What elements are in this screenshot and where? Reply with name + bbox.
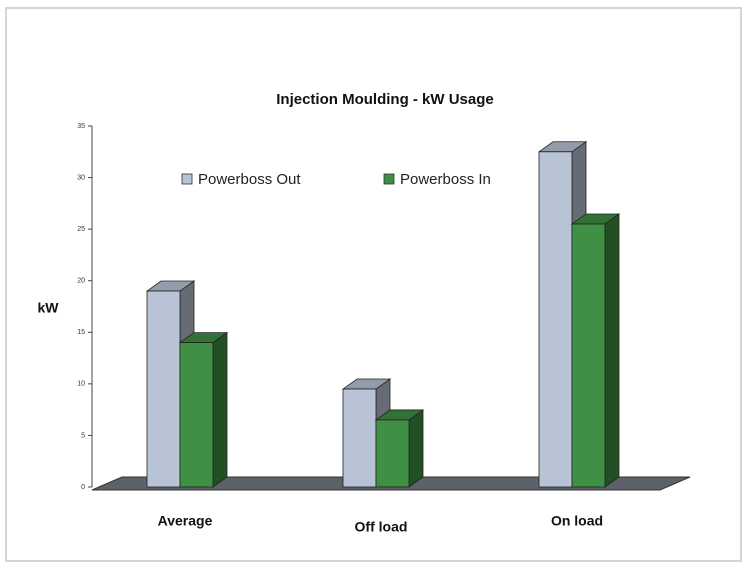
bar-front — [538, 151, 573, 488]
legend-label: Powerboss In — [400, 171, 491, 188]
y-tick-label: 25 — [77, 226, 85, 233]
bar — [374, 409, 425, 488]
bar-side — [212, 331, 228, 488]
y-tick-label: 10 — [77, 381, 85, 388]
y-tick-label: 35 — [77, 123, 85, 130]
bar-front — [146, 290, 181, 488]
x-tick-label: Average — [158, 513, 213, 529]
bar-front — [375, 419, 410, 488]
y-axis-label: kW — [38, 300, 60, 316]
legend-swatch — [383, 173, 395, 185]
x-tick-label: Off load — [355, 519, 408, 535]
bar-front — [342, 388, 377, 488]
bar-front — [179, 342, 214, 488]
y-tick-label: 0 — [81, 484, 85, 491]
legend-label: Powerboss Out — [198, 171, 301, 188]
legend-swatch — [181, 173, 193, 185]
bar-side — [408, 409, 424, 488]
bar — [178, 331, 229, 488]
bar-side — [604, 213, 620, 488]
y-tick-label: 5 — [81, 432, 85, 439]
y-tick-label: 15 — [77, 329, 85, 336]
y-tick-label: 20 — [77, 278, 85, 285]
chart-title: Injection Moulding - kW Usage — [276, 91, 494, 108]
x-tick-label: On load — [551, 513, 603, 529]
bar-front — [571, 223, 606, 488]
bar — [570, 213, 621, 488]
y-tick-label: 30 — [77, 174, 85, 181]
